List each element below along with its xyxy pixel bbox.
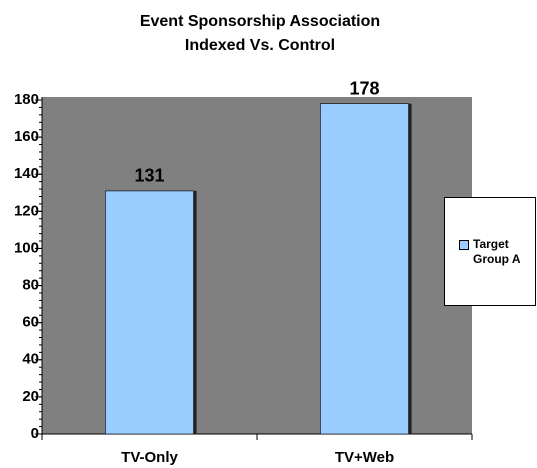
y-tick-label: 80 [22,277,39,294]
legend: Target Group A [444,197,536,306]
value-label: 131 [134,166,164,186]
y-tick-label: 140 [14,165,39,182]
bar [105,190,194,435]
y-tick-label: 40 [22,351,39,368]
y-tick-label: 180 [14,91,39,108]
legend-swatch [459,239,469,250]
y-tick-label: 120 [14,202,39,219]
bar [320,103,409,435]
x-tick-label: TV-Only [121,449,178,466]
legend-label: Target Group A [473,236,521,266]
value-label: 178 [349,78,379,98]
y-tick-label: 20 [22,388,39,405]
chart-title: Event Sponsorship Association [140,13,380,30]
x-tick-label: TV+Web [335,449,394,466]
y-tick-label: 0 [31,425,39,442]
y-tick-label: 160 [14,128,39,145]
y-tick-label: 60 [22,314,39,331]
y-tick-label: 100 [14,239,39,256]
chart-title: Indexed Vs. Control [185,37,335,54]
